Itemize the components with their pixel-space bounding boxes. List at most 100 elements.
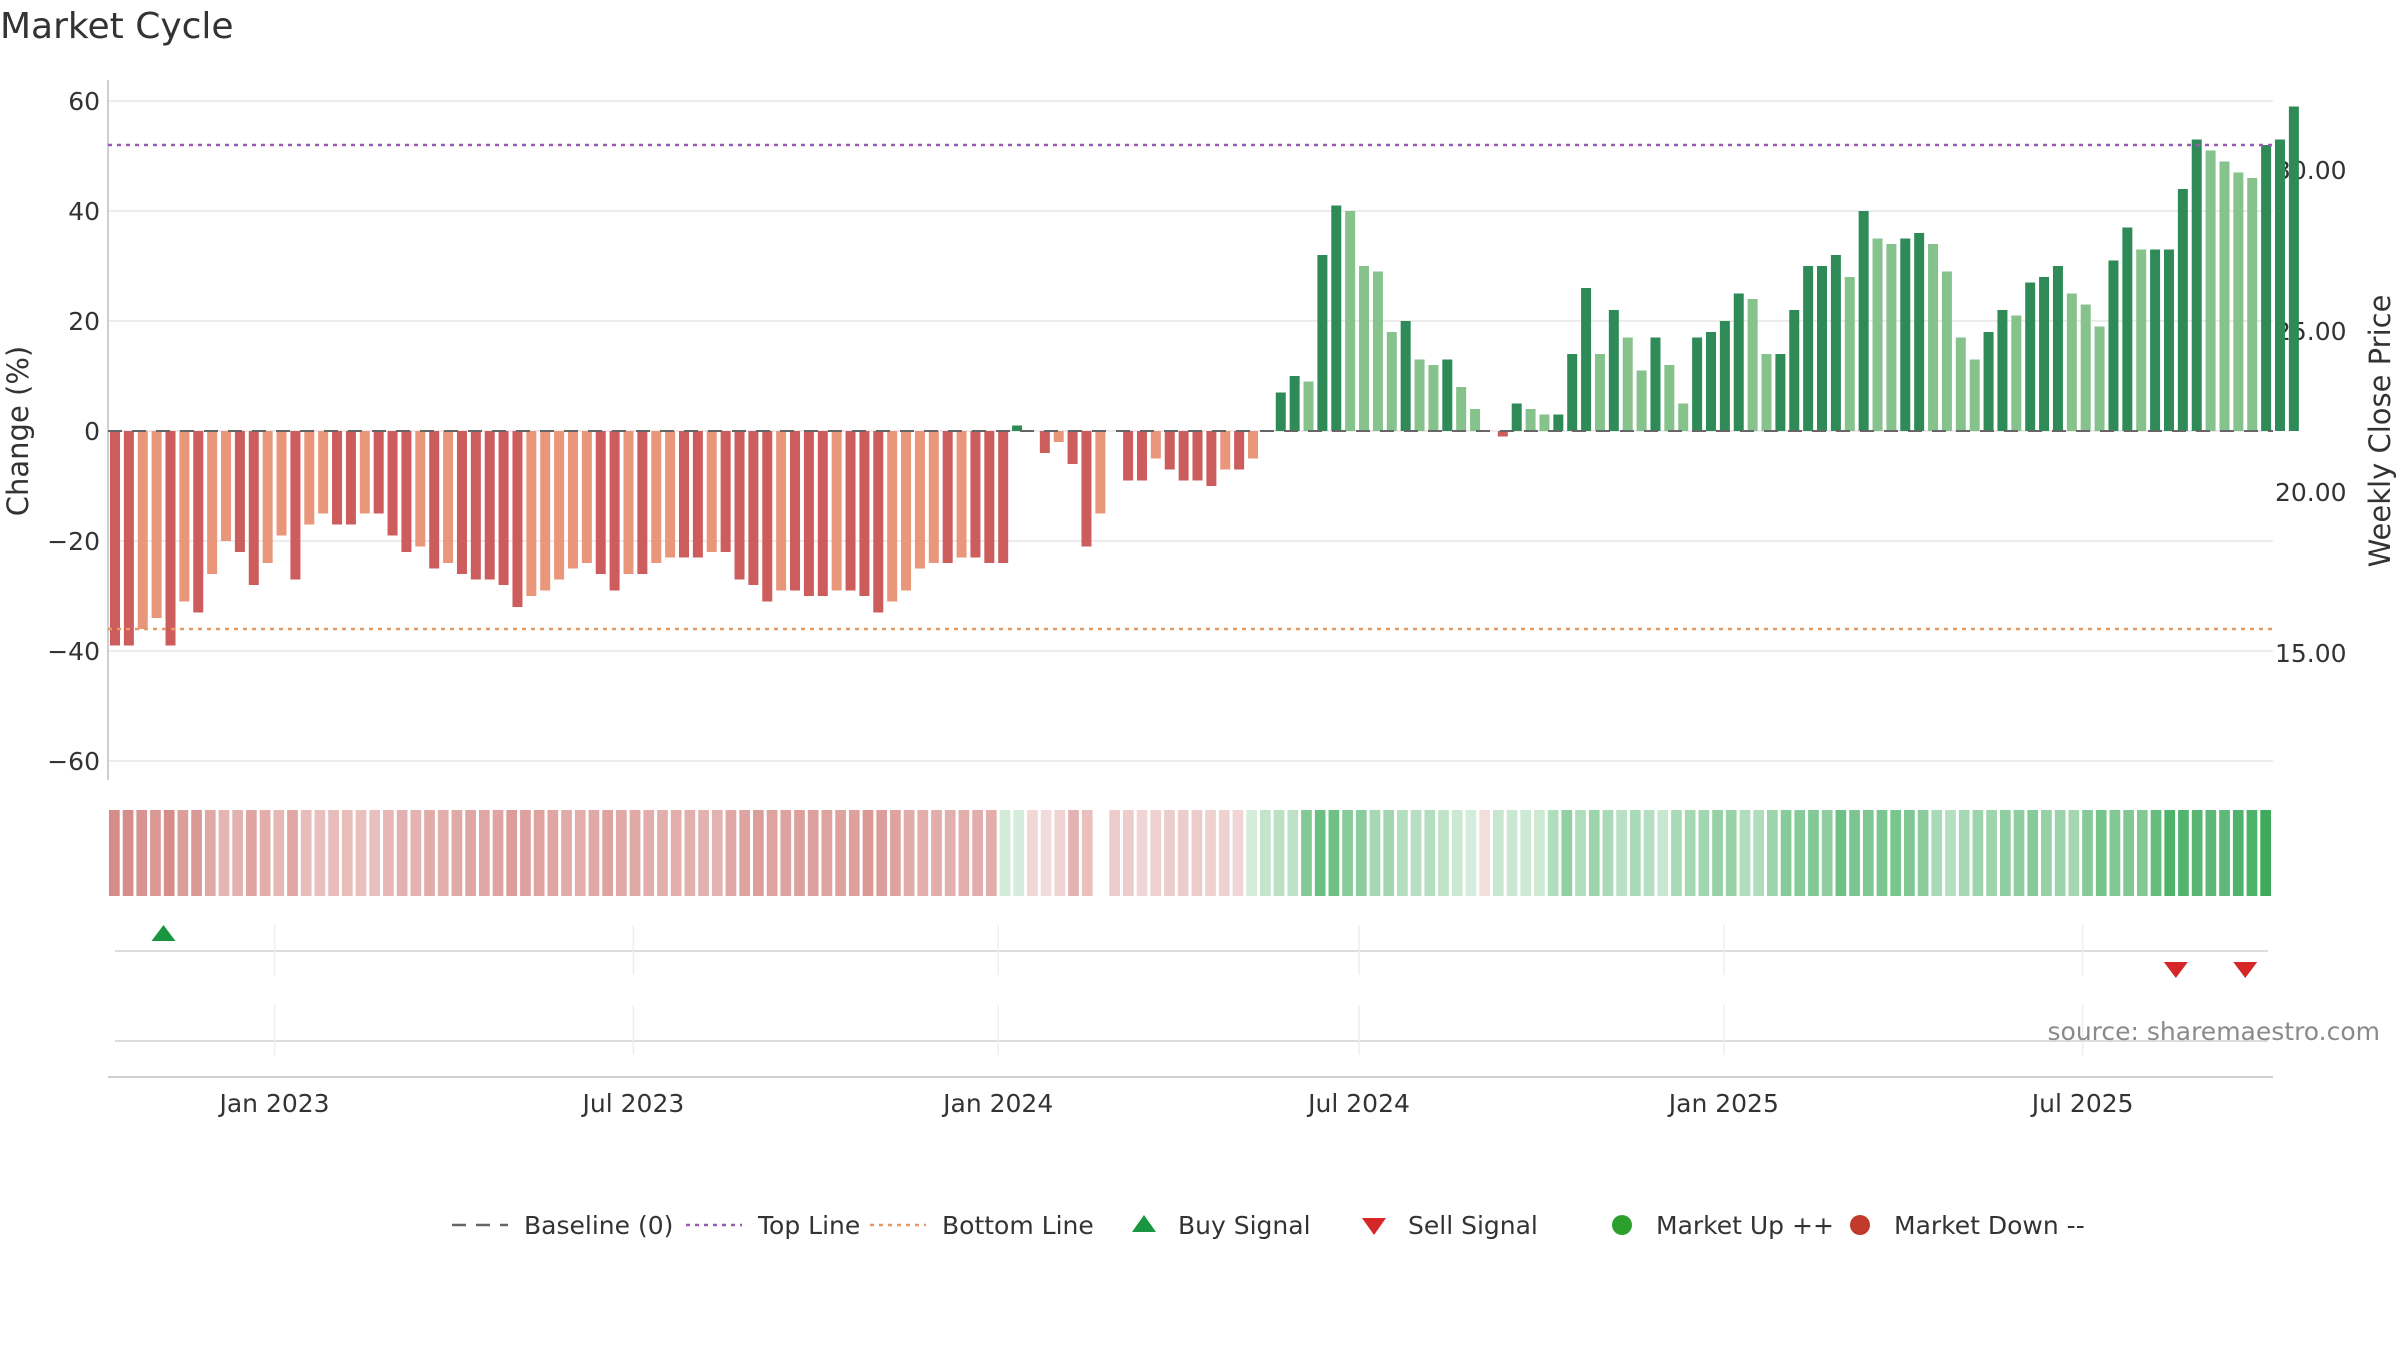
change-bar bbox=[1470, 409, 1481, 431]
legend-dot-down bbox=[1850, 1215, 1870, 1235]
legend-label: Market Down -- bbox=[1894, 1211, 2085, 1240]
change-bar bbox=[776, 431, 787, 591]
change-bar bbox=[901, 431, 912, 591]
strip-cell bbox=[1958, 810, 1970, 896]
change-bar bbox=[609, 431, 620, 591]
strip-cell bbox=[1109, 810, 1120, 896]
change-bar bbox=[762, 431, 773, 602]
strip-cell bbox=[2150, 810, 2162, 896]
strip-cell bbox=[465, 810, 476, 896]
strip-cell bbox=[602, 810, 613, 896]
y-tick-label: −40 bbox=[47, 637, 100, 666]
change-bar bbox=[1705, 332, 1716, 431]
y-axis-title: Change (%) bbox=[1, 346, 35, 516]
change-bar bbox=[1914, 233, 1925, 431]
strip-cell bbox=[1424, 810, 1436, 896]
strip-cell bbox=[2246, 810, 2258, 896]
strip-cell bbox=[2136, 810, 2148, 896]
change-bar bbox=[512, 431, 523, 607]
strip-cell bbox=[1191, 810, 1203, 896]
change-bar bbox=[651, 431, 662, 563]
change-bar bbox=[1567, 354, 1578, 431]
signal-panel bbox=[115, 925, 2268, 1055]
change-bar bbox=[1789, 310, 1800, 431]
legend-label: Market Up ++ bbox=[1656, 1211, 1834, 1240]
strip-cell bbox=[1698, 810, 1710, 896]
strip-cell bbox=[1301, 810, 1312, 896]
strip-cell bbox=[835, 810, 846, 896]
weekly-change-bars bbox=[109, 106, 2299, 646]
strip-cell bbox=[1136, 810, 1148, 896]
change-bar bbox=[1608, 310, 1619, 431]
strip-cell bbox=[1684, 810, 1696, 896]
change-bar bbox=[1081, 431, 1092, 547]
strip-cell bbox=[2260, 810, 2271, 896]
strip-cell bbox=[1054, 810, 1066, 896]
change-bar bbox=[665, 431, 676, 558]
change-bar bbox=[387, 431, 398, 536]
strip-cell bbox=[1040, 810, 1052, 896]
legend-item-up: Market Up ++ bbox=[1612, 1211, 1834, 1240]
strip-cell bbox=[1917, 810, 1929, 896]
change-bar bbox=[1581, 288, 1592, 431]
strip-cell bbox=[1712, 810, 1723, 896]
x-tick-label: Jul 2025 bbox=[2030, 1089, 2134, 1118]
change-bar bbox=[2108, 260, 2119, 431]
strip-cell bbox=[985, 810, 997, 896]
change-bar bbox=[1150, 431, 1161, 459]
strip-cell bbox=[739, 810, 751, 896]
change-bar bbox=[1248, 431, 1259, 459]
strip-cell bbox=[1410, 810, 1422, 896]
strip-cell bbox=[657, 810, 668, 896]
x-tick-label: Jul 2023 bbox=[581, 1089, 685, 1118]
change-bar bbox=[401, 431, 412, 552]
y-tick-label: −20 bbox=[47, 527, 100, 556]
change-bar bbox=[914, 431, 925, 569]
y2-tick-label: 25.00 bbox=[2275, 317, 2347, 346]
strip-cell bbox=[1260, 810, 1271, 896]
strip-cell bbox=[1246, 810, 1258, 896]
strip-cell bbox=[1849, 810, 1860, 896]
strip-cell bbox=[1547, 810, 1559, 896]
y2-tick-label: 20.00 bbox=[2275, 478, 2347, 507]
strip-cell bbox=[369, 810, 381, 896]
strip-cell bbox=[1561, 810, 1573, 896]
y-tick-label: 20 bbox=[68, 307, 100, 336]
change-bar bbox=[318, 431, 329, 514]
strip-cell bbox=[561, 810, 572, 896]
change-bar bbox=[207, 431, 218, 574]
change-bar bbox=[526, 431, 537, 596]
strip-cell bbox=[1068, 810, 1079, 896]
strip-cell bbox=[246, 810, 257, 896]
change-bar bbox=[2247, 178, 2258, 431]
x-tick-label: Jul 2024 bbox=[1306, 1089, 1410, 1118]
change-bar bbox=[1289, 376, 1300, 431]
change-bar bbox=[956, 431, 967, 558]
change-bar bbox=[706, 431, 717, 552]
change-bar bbox=[2094, 326, 2105, 431]
change-bar bbox=[1095, 431, 1106, 514]
change-bar bbox=[1941, 271, 1952, 431]
legend-buy-triangle bbox=[1132, 1215, 1156, 1232]
change-bar bbox=[2261, 145, 2272, 431]
change-bar bbox=[2039, 277, 2050, 431]
x-tick-label: Jan 2025 bbox=[1667, 1089, 1779, 1118]
change-bar bbox=[1997, 310, 2008, 431]
strip-cell bbox=[204, 810, 216, 896]
strip-cell bbox=[2164, 810, 2176, 896]
strip-cell bbox=[766, 810, 778, 896]
change-bar bbox=[1303, 381, 1314, 431]
strip-cell bbox=[383, 810, 394, 896]
strip-cell bbox=[1780, 810, 1792, 896]
change-bar bbox=[928, 431, 939, 563]
change-bar bbox=[1442, 359, 1453, 431]
strip-cell bbox=[780, 810, 792, 896]
change-bar bbox=[2122, 227, 2133, 431]
strip-cell bbox=[232, 810, 244, 896]
strip-cell bbox=[2095, 810, 2107, 896]
x-tick-label: Jan 2023 bbox=[217, 1089, 329, 1118]
strip-cell bbox=[1287, 810, 1299, 896]
change-bar bbox=[1955, 337, 1966, 431]
change-bar bbox=[2219, 161, 2230, 431]
strip-cell bbox=[300, 810, 312, 896]
